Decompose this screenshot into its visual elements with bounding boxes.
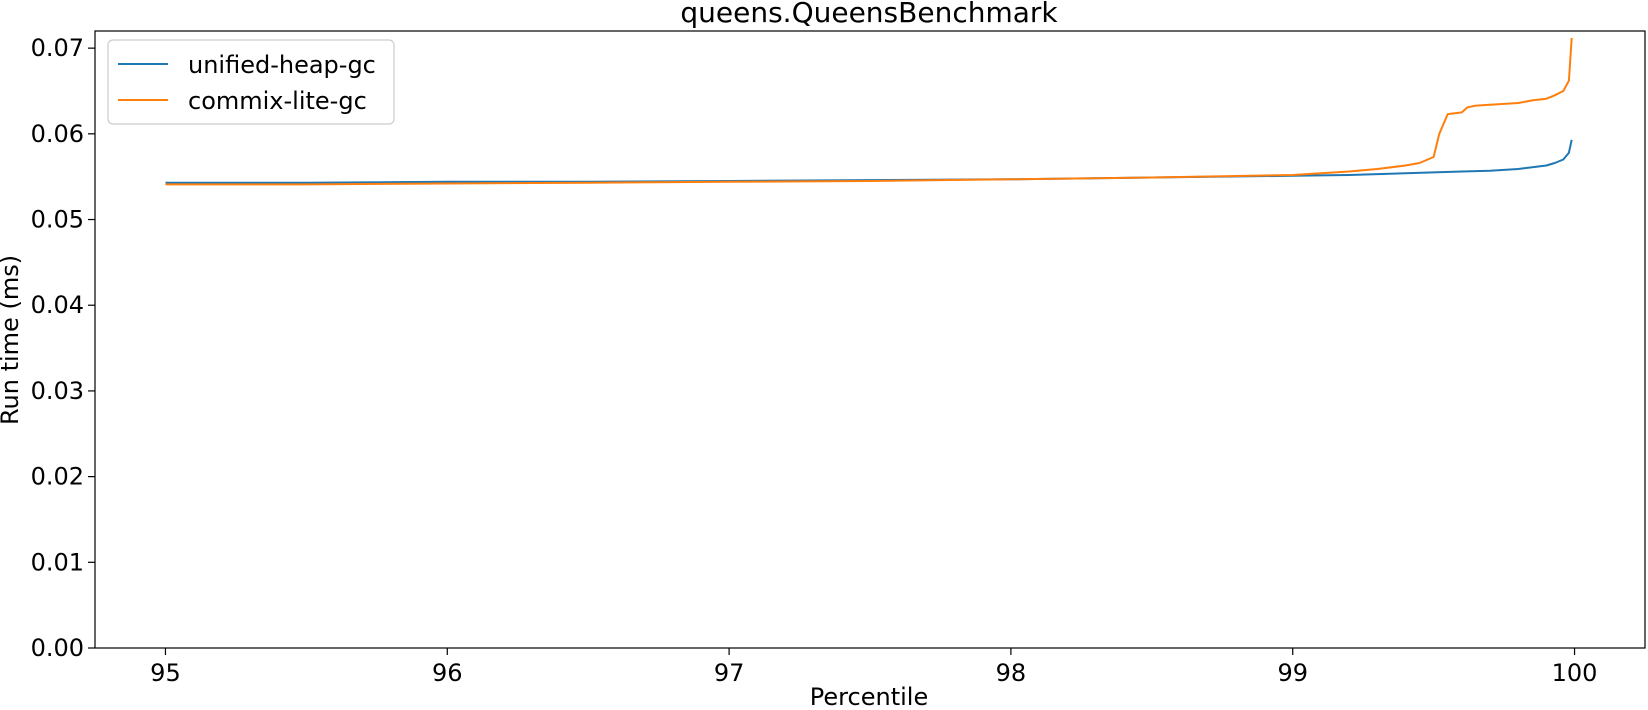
y-tick-label: 0.03: [31, 377, 84, 405]
series-line-1: [165, 139, 1573, 184]
legend: unified-heap-gc commix-lite-gc: [107, 39, 395, 125]
plot-area: [165, 37, 1573, 186]
y-tick-label: 0.00: [31, 634, 84, 662]
legend-label-series-2: commix-lite-gc: [188, 87, 367, 115]
x-tick-label: 98: [996, 659, 1027, 687]
plot-frame: [94, 30, 1646, 649]
x-tick-label: 95: [150, 659, 181, 687]
x-tick-label: 100: [1552, 659, 1598, 687]
x-tick-label: 97: [714, 659, 745, 687]
y-tick-label: 0.04: [31, 291, 84, 319]
x-axis: 95 96 97 98 99 100: [150, 648, 1597, 687]
y-tick-label: 0.01: [31, 548, 84, 576]
y-tick-label: 0.07: [31, 34, 84, 62]
series-line-2: [165, 37, 1573, 186]
x-tick-label: 99: [1277, 659, 1308, 687]
chart-title: queens.QueensBenchmark: [680, 0, 1058, 29]
y-tick-label: 0.06: [31, 120, 84, 148]
y-tick-label: 0.02: [31, 463, 84, 491]
y-tick-label: 0.05: [31, 206, 84, 234]
legend-box: [107, 39, 395, 125]
y-axis: 0.00 0.01 0.02 0.03 0.04 0.05 0.06 0.07: [31, 34, 95, 662]
x-tick-label: 96: [432, 659, 463, 687]
legend-label-series-1: unified-heap-gc: [188, 51, 376, 79]
y-axis-label: Run time (ms): [0, 255, 24, 425]
x-axis-label: Percentile: [810, 683, 928, 710]
